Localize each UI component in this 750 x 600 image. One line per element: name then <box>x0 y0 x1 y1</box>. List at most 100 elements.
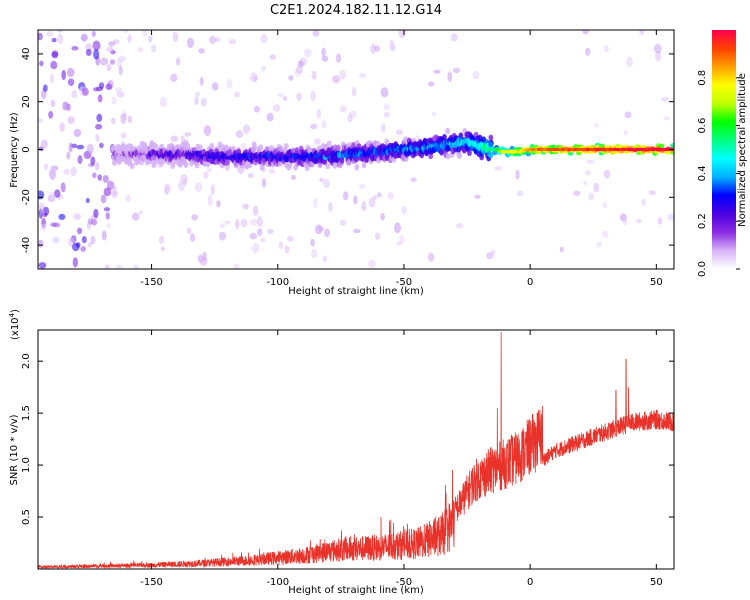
heatmap-cell <box>361 161 367 169</box>
heatmap-cell <box>636 147 642 152</box>
heatmap-cell <box>201 262 206 267</box>
heatmap-cell <box>235 130 244 139</box>
heatmap-cell <box>98 82 105 89</box>
heatmap-cell <box>86 143 94 155</box>
heatmap-cell <box>51 37 57 43</box>
heatmap-cell <box>260 237 266 243</box>
heatmap-cell <box>335 53 342 63</box>
heatmap-cell <box>549 147 554 152</box>
heatmap-cell <box>431 111 437 117</box>
heatmap-cell <box>361 201 367 212</box>
x-tick-label: -100 <box>266 277 289 288</box>
heatmap-cell <box>242 203 249 210</box>
heatmap-cell <box>127 115 132 124</box>
heatmap-cell <box>197 254 204 263</box>
heatmap-cell <box>266 112 274 122</box>
heatmap-cell <box>215 36 221 43</box>
heatmap-cell <box>646 147 651 152</box>
heatmap-cell <box>91 30 96 37</box>
heatmap-cell <box>352 86 357 97</box>
heatmap-cell <box>44 163 49 171</box>
heatmap-cell <box>600 147 606 152</box>
heatmap-cell <box>218 231 227 241</box>
heatmap-cell <box>398 30 406 39</box>
heatmap-cell <box>380 123 386 133</box>
heatmap-cell <box>561 147 566 152</box>
heatmap-cell <box>247 173 254 179</box>
heatmap-cell <box>353 228 361 234</box>
heatmap-cell <box>387 191 394 200</box>
heatmap-cell <box>68 142 73 153</box>
heatmap-cell <box>594 147 599 152</box>
heatmap-cell <box>474 194 481 199</box>
heatmap-cell <box>71 90 78 99</box>
heatmap-cell <box>184 132 192 137</box>
heatmap-cell <box>131 212 140 221</box>
heatmap-cell <box>38 239 44 248</box>
heatmap-cell <box>277 93 285 98</box>
heatmap-cell <box>109 59 116 65</box>
heatmap-cell <box>240 218 248 228</box>
y-tick-label: 1.0 <box>21 457 32 473</box>
heatmap-cell <box>509 150 515 154</box>
heatmap-cell <box>268 168 276 174</box>
heatmap-cell <box>401 205 407 215</box>
heatmap-cell <box>129 162 135 170</box>
heatmap-cell <box>205 160 211 168</box>
heatmap-cell <box>38 32 43 41</box>
heatmap-cell <box>198 48 205 54</box>
heatmap-cell <box>428 81 435 87</box>
heatmap-cell <box>339 69 347 80</box>
heatmap-cell <box>347 114 353 123</box>
heatmap-cell <box>288 75 294 81</box>
heatmap-cell <box>654 50 662 62</box>
heatmap-cell <box>609 147 615 152</box>
snr-panel: -150 -100 -50 0 50 0.5 1.0 1.5 2.0 Height of st… <box>8 309 675 596</box>
colorbar-label: Normalized spectral amplitude <box>737 73 748 227</box>
heatmap-cell <box>228 38 237 45</box>
colorbar-tick-label: 0.6 <box>697 118 708 134</box>
heatmap-cell <box>103 207 111 212</box>
heatmap-cell <box>207 195 213 206</box>
heatmap-cell <box>667 213 674 221</box>
heatmap-cell <box>203 171 209 179</box>
heatmap-cell <box>177 180 186 192</box>
heatmap-cell <box>242 124 251 134</box>
heatmap-cell <box>106 223 111 228</box>
heatmap-cell <box>224 220 230 225</box>
x-tick-label: 50 <box>650 577 663 588</box>
heatmap-cell <box>200 97 207 107</box>
heatmap-cell <box>648 190 656 196</box>
heatmap-cell <box>315 224 323 235</box>
heatmap-cell <box>370 43 376 55</box>
heatmap-cell <box>328 201 333 213</box>
heatmap-cell <box>336 144 341 152</box>
heatmap-cell <box>316 108 322 119</box>
heatmap-cell <box>661 96 669 102</box>
heatmap-cell <box>627 147 633 152</box>
heatmap-cell <box>310 90 317 102</box>
heatmap-cell <box>659 143 665 149</box>
heatmap-cell <box>73 213 82 221</box>
heatmap-cell <box>127 34 132 43</box>
heatmap-cell <box>509 145 515 151</box>
heatmap-cell <box>103 187 112 197</box>
heatmap-cell <box>455 223 464 229</box>
x-tick-label: 0 <box>527 577 533 588</box>
heatmap-cell <box>310 249 318 259</box>
heatmap-cell <box>339 105 347 113</box>
y-tick-label: 0.5 <box>21 509 32 525</box>
heatmap-cell <box>63 168 71 175</box>
y-tick-label: 1.5 <box>21 405 32 421</box>
heatmap-cell <box>250 218 258 226</box>
heatmap-cell <box>59 122 66 132</box>
heatmap-cell <box>71 46 79 51</box>
heatmap-cell <box>118 65 123 76</box>
heatmap-cell <box>39 60 44 67</box>
heatmap-cell <box>105 212 110 220</box>
spectrogram-panel: -150 -100 -50 0 50 -40 -20 0 20 40 Height of str… <box>9 29 675 297</box>
heatmap-cell <box>164 183 171 194</box>
heatmap-cell <box>661 147 666 152</box>
heatmap-cell <box>584 47 591 56</box>
